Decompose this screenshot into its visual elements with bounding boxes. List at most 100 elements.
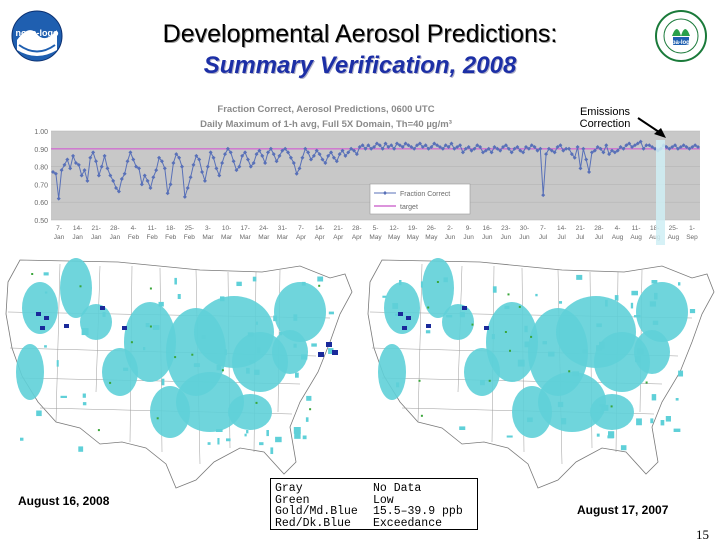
x-tick-label: Jun [463, 234, 474, 241]
data-point [483, 148, 488, 153]
x-tick-label: 5- [373, 225, 379, 232]
low-speck [318, 284, 321, 287]
data-point [317, 152, 322, 157]
data-point [544, 152, 549, 157]
forecast-area [378, 344, 406, 400]
data-point [111, 178, 116, 183]
x-tick-label: 18- [166, 225, 175, 232]
x-tick-label: 19- [408, 225, 417, 232]
forecast-speck [678, 370, 684, 377]
forecast-speck [220, 296, 225, 302]
data-point [248, 164, 253, 169]
data-point [151, 175, 156, 180]
data-point [598, 146, 603, 151]
data-point [489, 150, 494, 155]
forecast-speck [561, 418, 567, 425]
forecast-speck [660, 420, 665, 426]
exceedance-patch [100, 306, 105, 310]
exceedance-patch [326, 342, 332, 347]
data-point [667, 146, 672, 151]
forecast-speck [328, 348, 334, 354]
x-tick-label: 12- [389, 225, 398, 232]
data-point [501, 145, 506, 150]
data-point [612, 150, 617, 155]
forecast-speck [599, 341, 605, 349]
x-tick-label: 21- [334, 225, 343, 232]
forecast-speck [244, 433, 247, 437]
forecast-speck [216, 364, 222, 371]
forecast-speck [82, 393, 86, 398]
x-tick-label: Aug [612, 234, 624, 241]
data-point [495, 146, 500, 151]
y-tick-label: 0.50 [34, 218, 48, 225]
data-point [354, 152, 359, 157]
data-point [237, 164, 242, 169]
data-point [687, 146, 692, 151]
data-point [71, 153, 76, 158]
fraction-correct-line [52, 140, 699, 199]
map-legend: Gray Green Gold/Md.Blue Red/Dk.Blue No D… [270, 478, 478, 530]
x-tick-label: Jun [519, 234, 530, 241]
low-speck [149, 325, 152, 328]
data-point [675, 146, 680, 151]
exceedance-patch [332, 350, 338, 355]
x-tick-label: 7- [298, 225, 304, 232]
x-tick-label: Apr [352, 234, 363, 241]
x-tick-label: Jul [595, 234, 604, 241]
forecast-speck [608, 431, 615, 439]
data-point [369, 146, 374, 151]
data-point [618, 145, 623, 150]
low-speck [418, 379, 421, 382]
forecast-speck [678, 282, 681, 286]
forecast-area [486, 302, 538, 382]
data-point [309, 157, 313, 162]
data-point [223, 152, 227, 157]
x-tick-label: Feb [128, 234, 140, 241]
low-speck [191, 353, 194, 356]
legend-color-red: Red/Dk.Blue [275, 516, 351, 530]
data-point [463, 146, 468, 151]
legend-series-label: Fraction Correct [400, 191, 450, 198]
data-point [243, 150, 248, 155]
exceedance-patch [398, 312, 403, 316]
x-tick-label: 1- [689, 225, 695, 232]
noaa-logo-text: noaa-logo [16, 28, 59, 38]
data-point [85, 178, 90, 183]
data-point [205, 164, 210, 169]
data-point [506, 146, 511, 151]
data-point [409, 145, 414, 150]
x-tick-label: Mar [202, 234, 214, 241]
x-tick-label: Apr [296, 234, 307, 241]
data-point [443, 143, 448, 148]
exceedance-patch [40, 326, 45, 330]
forecast-speck [44, 291, 48, 294]
x-tick-label: Mar [277, 234, 289, 241]
data-point [314, 148, 319, 153]
data-point [257, 148, 262, 153]
slide-title: Developmental Aerosol Predictions: [162, 20, 558, 48]
data-point [73, 161, 78, 166]
forecast-speck [328, 311, 334, 315]
forecast-area [150, 386, 190, 438]
data-point [420, 145, 425, 150]
data-point [515, 145, 520, 150]
data-point [395, 141, 399, 146]
x-tick-label: 10- [222, 225, 231, 232]
data-point [624, 143, 629, 148]
forecast-speck [651, 280, 658, 284]
forecast-area [274, 282, 326, 342]
forecast-speck [275, 436, 282, 443]
forecast-speck [266, 430, 269, 437]
exceedance-patch [318, 352, 324, 357]
forecast-speck [257, 347, 261, 354]
x-tick-label: Feb [165, 234, 177, 241]
forecast-area [124, 302, 176, 382]
low-speck [174, 356, 177, 359]
low-speck [436, 281, 439, 283]
x-tick-label: May [369, 234, 382, 241]
x-tick-label: 18- [650, 225, 659, 232]
data-point [478, 145, 483, 150]
data-point [423, 143, 428, 148]
data-point [578, 166, 583, 171]
x-tick-label: Jun [445, 234, 456, 241]
